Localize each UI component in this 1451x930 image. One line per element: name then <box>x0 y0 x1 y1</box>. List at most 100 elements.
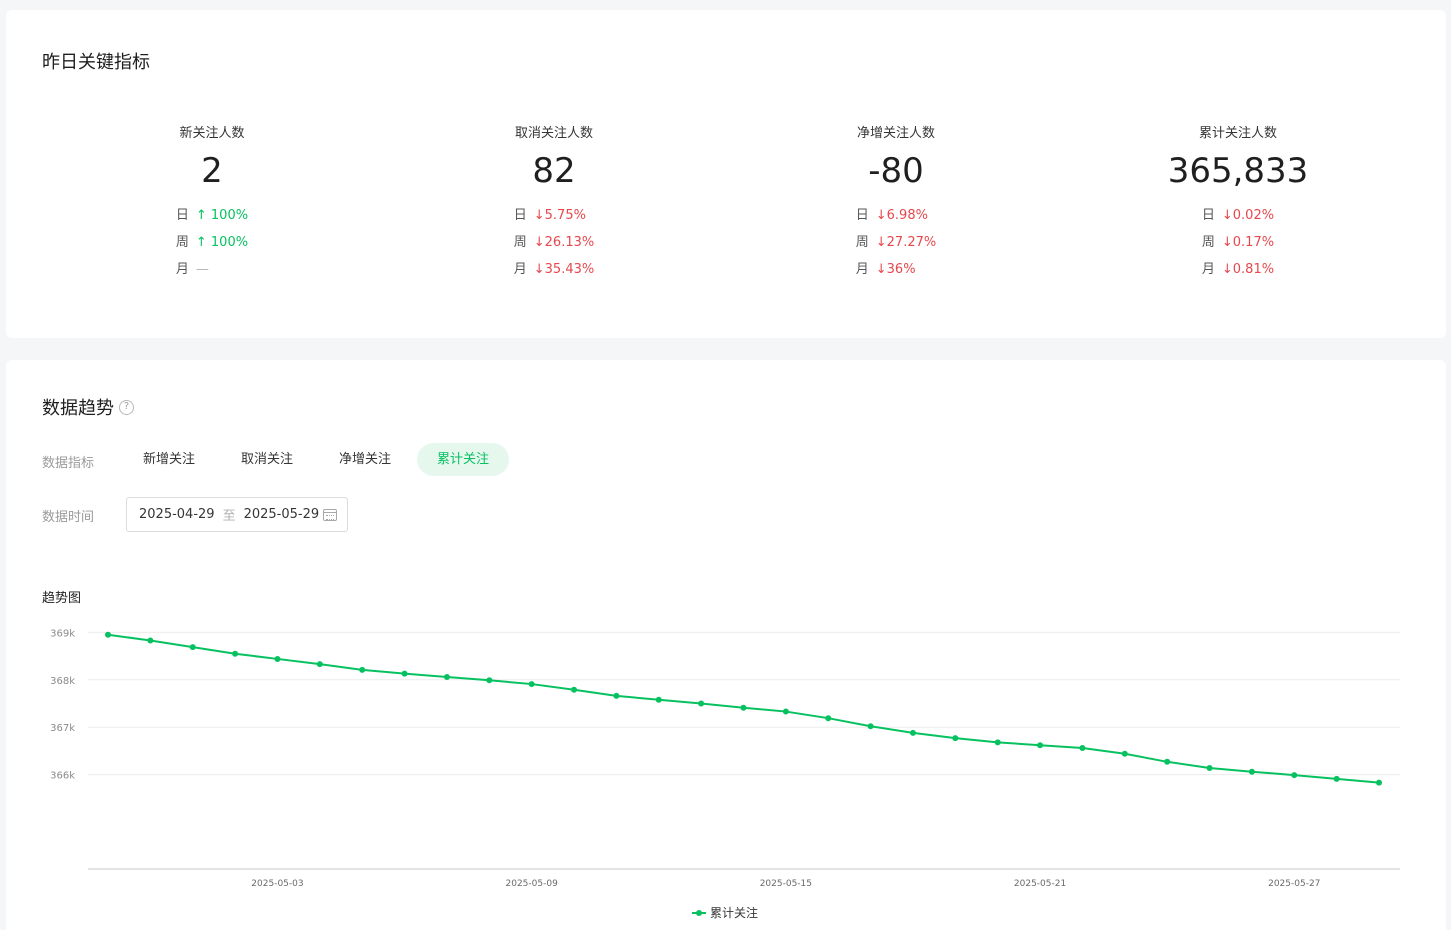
change-period: 月 <box>1201 262 1215 277</box>
trend-title: 数据趋势 ? <box>42 394 134 420</box>
data-point <box>867 723 874 730</box>
date-separator: 至 <box>222 509 236 524</box>
change-row: 月 ↓0.81% <box>1202 260 1274 287</box>
data-point <box>613 692 620 699</box>
change-row: 日 ↓6.98% <box>856 206 936 233</box>
data-point <box>105 631 111 638</box>
metric-value: 82 <box>532 151 576 191</box>
legend-line-icon <box>692 908 706 918</box>
change-row: 周 ↑ 100% <box>176 233 248 260</box>
change-period: 周 <box>175 235 189 250</box>
x-tick-label: 2025-05-21 <box>1014 879 1066 889</box>
change-value: ↓35.43% <box>533 262 595 277</box>
metric-changes: 日 ↑ 100% 周 ↑ 100% 月 — <box>176 206 248 287</box>
metric-label: 新关注人数 <box>179 126 245 141</box>
data-point <box>1121 750 1128 757</box>
change-row: 日 ↑ 100% <box>176 206 248 233</box>
change-value: ↓26.13% <box>533 235 595 250</box>
change-value: ↑ 100% <box>195 208 249 223</box>
change-value: ↓5.75% <box>533 208 586 223</box>
change-row: 月 — <box>176 260 248 287</box>
metric-value: 2 <box>201 151 223 191</box>
data-point <box>1291 772 1298 779</box>
data-point <box>571 686 578 693</box>
legend-label: 累计关注 <box>710 906 759 920</box>
data-point <box>486 677 493 684</box>
y-tick-label: 366k <box>50 771 75 782</box>
change-value: ↓0.17% <box>1221 235 1275 250</box>
chart-legend[interactable]: 累计关注 <box>692 904 758 921</box>
change-value: ↑ 100% <box>195 235 249 250</box>
data-point <box>443 673 450 680</box>
metric-value: 365,833 <box>1167 151 1309 191</box>
change-value: — <box>195 262 209 277</box>
tab-3[interactable]: 累计关注 <box>417 443 510 476</box>
data-point <box>359 666 366 673</box>
change-period: 周 <box>513 235 527 250</box>
x-tick-label: 2025-05-03 <box>251 879 303 889</box>
indicator-tabs: 新增关注 取消关注 净增关注 累计关注 <box>123 443 515 476</box>
metric-label: 净增关注人数 <box>856 126 935 141</box>
change-row: 日 ↓5.75% <box>514 206 594 233</box>
metric-value: -80 <box>868 151 924 191</box>
change-row: 月 ↓35.43% <box>514 260 594 287</box>
date-end[interactable]: 2025-05-29 <box>243 507 320 522</box>
change-period: 月 <box>855 262 869 277</box>
metric-1: 取消关注人数 82 日 ↓5.75% 周 ↓26.13% 月 ↓35.43% <box>404 124 704 287</box>
change-value: ↓0.02% <box>1221 208 1275 223</box>
metric-2: 净增关注人数 -80 日 ↓6.98% 周 ↓27.27% 月 ↓36% <box>746 124 1046 287</box>
indicator-label: 数据指标 <box>42 456 95 471</box>
change-row: 周 ↓0.17% <box>1202 233 1274 260</box>
data-point <box>189 644 196 651</box>
change-value: ↓6.98% <box>875 208 928 223</box>
y-tick-label: 369k <box>50 628 75 639</box>
trend-chart: 366k367k368k369k370k2025-05-032025-05-09… <box>50 628 1400 889</box>
metric-label: 取消关注人数 <box>514 126 593 141</box>
x-tick-label: 2025-05-15 <box>760 879 812 889</box>
date-range-picker[interactable]: 2025-04-29 至 2025-05-29 <box>126 497 348 532</box>
change-row: 周 ↓26.13% <box>514 233 594 260</box>
data-point <box>1333 775 1340 782</box>
trend-title-text: 数据趋势 <box>42 398 114 419</box>
change-value: ↓36% <box>875 262 916 277</box>
change-period: 周 <box>855 235 869 250</box>
change-period: 日 <box>1201 208 1215 223</box>
data-point <box>952 735 959 742</box>
change-period: 月 <box>175 262 189 277</box>
trend-card: 数据趋势 ? 数据指标 新增关注 取消关注 净增关注 累计关注 数据时间 2025-0… <box>6 360 1446 930</box>
chart-title: 趋势图 <box>42 591 82 606</box>
tab-1[interactable]: 取消关注 <box>241 452 294 467</box>
data-point <box>1206 764 1213 771</box>
change-value: ↓27.27% <box>875 235 937 250</box>
metric-changes: 日 ↓0.02% 周 ↓0.17% 月 ↓0.81% <box>1202 206 1274 287</box>
key-metrics-card: 昨日关键指标 新关注人数 2 日 ↑ 100% 周 ↑ 100% 月 — 取消关注人数 82 日 ↓5… <box>6 10 1446 338</box>
metric-label: 累计关注人数 <box>1198 126 1277 141</box>
change-period: 日 <box>513 208 527 223</box>
question-icon[interactable]: ? <box>119 399 134 415</box>
y-tick-label: 367k <box>50 723 75 734</box>
time-label: 数据时间 <box>42 510 95 525</box>
data-point <box>909 729 916 736</box>
key-metrics-title: 昨日关键指标 <box>42 52 150 73</box>
change-row: 月 ↓36% <box>856 260 936 287</box>
calendar-icon[interactable] <box>323 508 337 521</box>
data-point <box>528 681 535 688</box>
data-point <box>1079 745 1086 752</box>
tab-2[interactable]: 净增关注 <box>339 452 392 467</box>
data-point <box>1376 779 1382 786</box>
metric-3: 累计关注人数 365,833 日 ↓0.02% 周 ↓0.17% 月 ↓0.81% <box>1088 124 1388 287</box>
change-row: 日 ↓0.02% <box>1202 206 1274 233</box>
date-start[interactable]: 2025-04-29 <box>139 507 215 522</box>
data-point <box>147 637 154 644</box>
data-point <box>698 700 705 707</box>
change-value: ↓0.81% <box>1221 262 1275 277</box>
metric-0: 新关注人数 2 日 ↑ 100% 周 ↑ 100% 月 — <box>62 124 362 287</box>
data-point <box>1037 742 1044 749</box>
metric-changes: 日 ↓6.98% 周 ↓27.27% 月 ↓36% <box>856 206 936 287</box>
tab-0[interactable]: 新增关注 <box>143 452 196 467</box>
change-row: 周 ↓27.27% <box>856 233 936 260</box>
change-period: 日 <box>855 208 869 223</box>
x-tick-label: 2025-05-27 <box>1268 879 1320 889</box>
data-point <box>401 670 408 677</box>
y-tick-label: 368k <box>50 676 75 687</box>
